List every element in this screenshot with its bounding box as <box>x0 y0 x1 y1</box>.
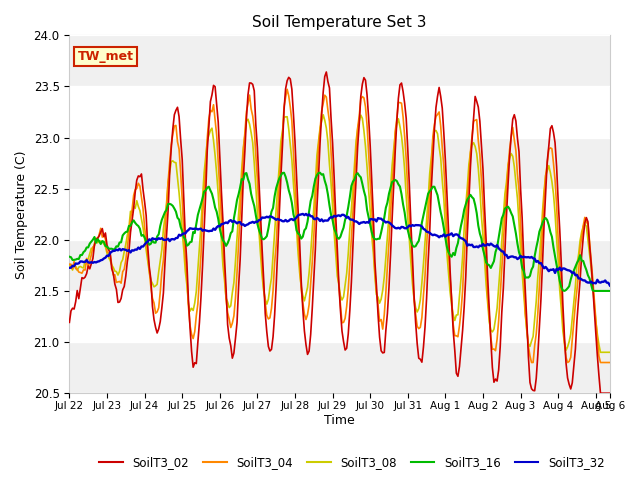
SoilT3_32 <box>516 253 524 259</box>
SoilT3_32 <box>606 283 614 288</box>
Bar <box>69 86 610 138</box>
SoilT3_04 <box>515 187 523 193</box>
SoilT3_02 <box>606 390 614 396</box>
SoilT3_02 <box>516 186 524 192</box>
SoilT3_16 <box>556 278 564 284</box>
SoilT3_32 <box>484 241 492 247</box>
SoilT3_02 <box>65 320 73 325</box>
Bar <box>69 189 610 240</box>
SoilT3_32 <box>65 265 73 271</box>
SoilT3_16 <box>516 254 524 260</box>
SoilT3_08 <box>516 246 524 252</box>
SoilT3_04 <box>516 222 524 228</box>
SoilT3_32 <box>515 255 523 261</box>
SoilT3_32 <box>221 220 228 226</box>
Bar <box>69 240 610 291</box>
SoilT3_08 <box>221 277 228 283</box>
SoilT3_08 <box>159 227 167 232</box>
SoilT3_32 <box>159 237 167 242</box>
SoilT3_08 <box>606 349 614 355</box>
SoilT3_02 <box>515 149 523 155</box>
Bar <box>69 138 610 189</box>
SoilT3_08 <box>556 287 564 293</box>
SoilT3_16 <box>606 288 614 294</box>
Y-axis label: Soil Temperature (C): Soil Temperature (C) <box>15 150 28 278</box>
SoilT3_04 <box>528 360 536 365</box>
SoilT3_16 <box>159 213 167 219</box>
Title: Soil Temperature Set 3: Soil Temperature Set 3 <box>252 15 427 30</box>
SoilT3_04 <box>284 86 291 92</box>
SoilT3_02 <box>556 227 564 233</box>
SoilT3_02 <box>221 256 228 262</box>
SoilT3_16 <box>515 250 523 255</box>
Line: SoilT3_32: SoilT3_32 <box>69 214 610 286</box>
SoilT3_08 <box>596 349 604 355</box>
Bar <box>69 36 610 86</box>
Line: SoilT3_16: SoilT3_16 <box>69 173 610 291</box>
SoilT3_04 <box>606 360 614 365</box>
SoilT3_32 <box>556 265 564 271</box>
SoilT3_16 <box>316 170 324 176</box>
Legend: SoilT3_02, SoilT3_04, SoilT3_08, SoilT3_16, SoilT3_32: SoilT3_02, SoilT3_04, SoilT3_08, SoilT3_… <box>95 452 609 474</box>
SoilT3_04 <box>65 261 73 267</box>
SoilT3_02 <box>159 290 167 296</box>
SoilT3_16 <box>561 288 568 294</box>
Line: SoilT3_02: SoilT3_02 <box>69 72 610 393</box>
SoilT3_16 <box>221 240 228 245</box>
SoilT3_16 <box>484 262 492 267</box>
SoilT3_02 <box>596 390 604 396</box>
SoilT3_08 <box>484 300 492 306</box>
SoilT3_04 <box>221 269 228 275</box>
SoilT3_32 <box>302 211 310 217</box>
SoilT3_04 <box>557 293 565 299</box>
SoilT3_04 <box>159 257 167 263</box>
SoilT3_02 <box>484 275 492 280</box>
SoilT3_08 <box>319 112 327 118</box>
Line: SoilT3_04: SoilT3_04 <box>69 89 610 362</box>
Line: SoilT3_08: SoilT3_08 <box>69 115 610 352</box>
Text: TW_met: TW_met <box>77 49 134 63</box>
SoilT3_08 <box>515 220 523 226</box>
Bar <box>69 291 610 342</box>
SoilT3_04 <box>484 295 492 300</box>
SoilT3_02 <box>323 69 330 75</box>
Bar <box>69 342 610 393</box>
X-axis label: Time: Time <box>324 414 355 427</box>
SoilT3_16 <box>65 254 73 260</box>
SoilT3_08 <box>65 263 73 268</box>
